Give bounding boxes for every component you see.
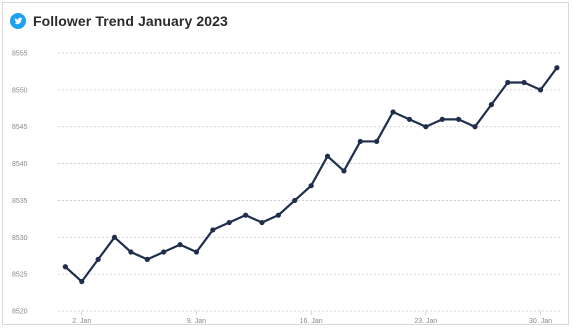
data-point bbox=[439, 116, 445, 122]
x-tick-label: 23. Jan bbox=[414, 318, 437, 325]
y-tick-label: 8540 bbox=[12, 161, 28, 168]
points-layer bbox=[62, 65, 560, 285]
y-tick-label: 8525 bbox=[12, 272, 28, 279]
series-line bbox=[64, 66, 559, 283]
y-tick-label: 8530 bbox=[12, 235, 28, 242]
data-point bbox=[292, 197, 298, 204]
data-point bbox=[259, 219, 265, 226]
data-point bbox=[95, 256, 101, 262]
data-point bbox=[357, 138, 363, 145]
x-tick-label: 2. Jan bbox=[72, 318, 91, 325]
chart-header: Follower Trend January 2023 bbox=[10, 10, 228, 32]
data-point bbox=[226, 219, 232, 226]
y-tick-label: 8555 bbox=[12, 51, 28, 58]
data-point bbox=[177, 242, 183, 248]
data-point bbox=[455, 116, 462, 122]
data-point bbox=[521, 79, 527, 86]
data-point bbox=[210, 227, 216, 233]
data-point bbox=[275, 212, 281, 218]
data-point bbox=[308, 183, 314, 189]
data-point bbox=[62, 264, 68, 270]
data-point bbox=[472, 124, 478, 130]
data-point bbox=[128, 249, 134, 255]
data-point bbox=[324, 153, 331, 159]
data-point bbox=[423, 124, 429, 130]
data-point bbox=[193, 249, 200, 255]
x-tick-label: 30. Jan bbox=[529, 318, 552, 325]
series-layer bbox=[64, 66, 559, 283]
axis-layer: 8520 8525 8530 8535 8540 8545 8550 8555 2. Jan 9.… bbox=[12, 51, 552, 326]
y-tick-label: 8520 bbox=[12, 309, 28, 316]
data-point bbox=[374, 138, 380, 145]
data-point bbox=[144, 256, 150, 262]
y-tick-label: 8535 bbox=[12, 198, 28, 205]
data-point bbox=[243, 212, 249, 218]
twitter-bird-icon bbox=[10, 13, 26, 29]
y-tick-label: 8550 bbox=[12, 87, 28, 94]
data-point bbox=[161, 249, 167, 255]
data-point bbox=[406, 116, 413, 122]
grid-layer bbox=[58, 52, 561, 312]
data-point bbox=[537, 87, 544, 93]
x-tick-label: 9. Jan bbox=[187, 318, 206, 325]
data-point bbox=[488, 102, 494, 108]
data-point bbox=[390, 109, 396, 115]
y-tick-label: 8545 bbox=[12, 124, 28, 131]
data-point bbox=[505, 79, 511, 86]
chart-title: Follower Trend January 2023 bbox=[33, 13, 228, 29]
data-point bbox=[554, 65, 560, 71]
data-point bbox=[79, 278, 85, 285]
x-tick-label: 16. Jan bbox=[300, 318, 323, 325]
data-point bbox=[341, 168, 347, 174]
data-point bbox=[111, 234, 118, 240]
